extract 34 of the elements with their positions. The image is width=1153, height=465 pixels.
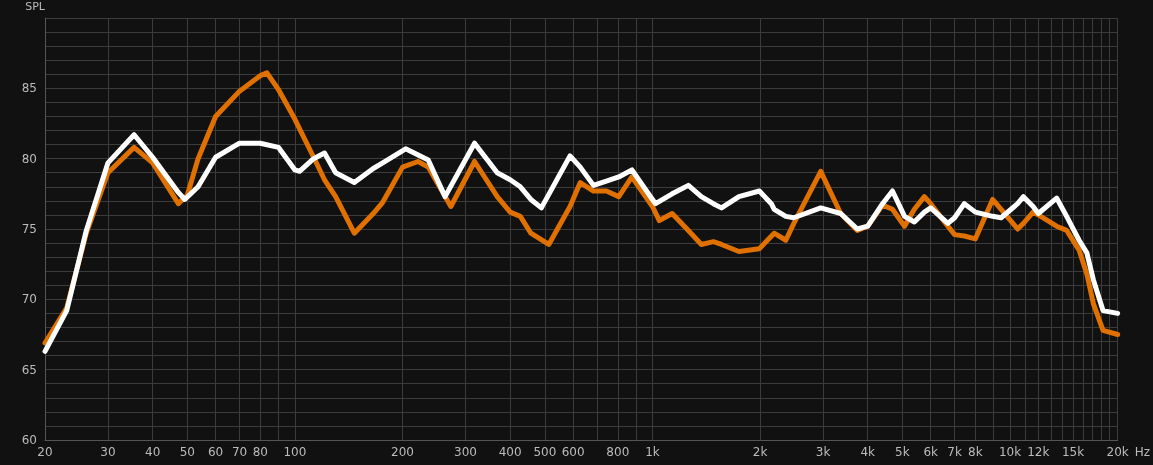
- x-tick-label: 600: [561, 445, 585, 459]
- x-tick-label: 20: [37, 445, 53, 459]
- x-tick-label: 400: [498, 445, 522, 459]
- y-tick-label: 60: [21, 433, 37, 447]
- x-tick-label: 30: [100, 445, 116, 459]
- x-tick-label: 70: [231, 445, 248, 459]
- y-tick-label: 85: [21, 81, 37, 96]
- x-tick-label: 4k: [860, 445, 876, 459]
- x-tick-label: 20k: [1106, 445, 1129, 459]
- x-tick-label: 500: [533, 445, 557, 459]
- x-tick-label: 15k: [1061, 445, 1085, 459]
- y-tick-label: 65: [21, 362, 37, 377]
- x-axis-title: Hz: [1134, 445, 1151, 459]
- x-tick-label: 200: [391, 445, 415, 459]
- x-tick-label: 3k: [815, 445, 831, 459]
- x-tick-label: 6k: [923, 445, 939, 459]
- x-tick-label: 1k: [645, 445, 660, 459]
- x-tick-label: 800: [606, 445, 630, 459]
- x-tick-label: 300: [454, 445, 477, 459]
- x-tick-label: 2k: [752, 445, 768, 459]
- x-tick-label: 40: [144, 445, 161, 459]
- x-tick-label: 8k: [968, 445, 983, 459]
- x-tick-label: 80: [252, 445, 268, 459]
- x-tick-label: 100: [283, 445, 307, 459]
- x-tick-label: 12k: [1027, 445, 1050, 459]
- y-tick-label: 80: [21, 151, 37, 166]
- x-tick-label: 60: [207, 445, 224, 459]
- y-tick-label: 70: [21, 292, 37, 307]
- x-tick-label: 10k: [998, 445, 1022, 459]
- y-tick-label: 75: [21, 222, 37, 236]
- x-tick-label: 7k: [947, 445, 962, 459]
- y-axis-title: SPL: [25, 0, 46, 13]
- x-tick-label: 50: [179, 445, 195, 459]
- x-tick-label: 5k: [895, 445, 910, 459]
